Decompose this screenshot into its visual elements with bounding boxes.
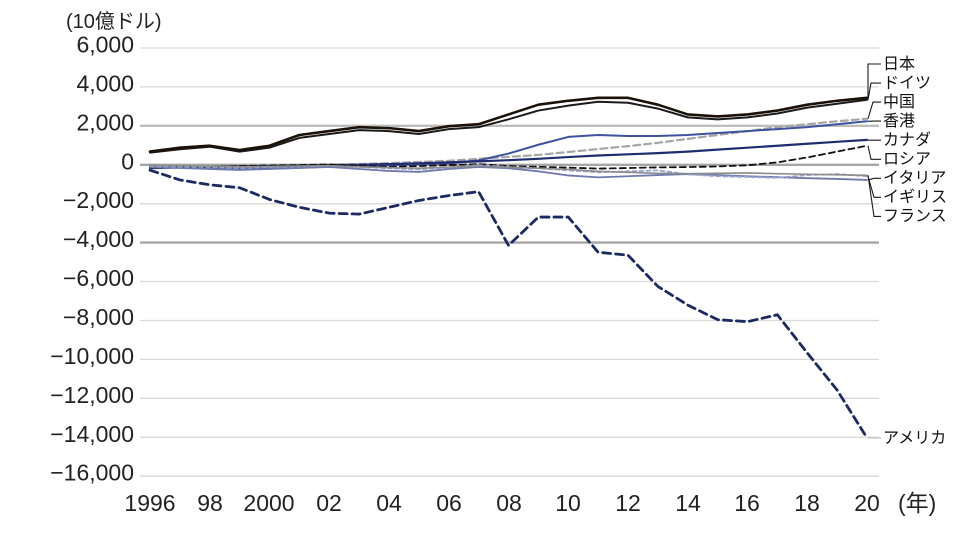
svg-text:−8,000: −8,000 [63,304,134,330]
svg-text:イタリア: イタリア [883,169,946,187]
svg-text:14: 14 [675,490,701,516]
svg-text:20: 20 [854,490,880,516]
svg-text:−12,000: −12,000 [50,382,134,408]
svg-text:2000: 2000 [243,490,294,516]
svg-text:香港: 香港 [883,112,915,130]
svg-text:18: 18 [794,490,820,516]
svg-text:0: 0 [121,148,134,174]
svg-text:ドイツ: ドイツ [883,75,931,92]
svg-text:フランス: フランス [883,208,947,225]
svg-text:16: 16 [734,490,760,516]
svg-text:−4,000: −4,000 [63,226,134,252]
svg-text:ロシア: ロシア [883,151,931,168]
svg-text:イギリス: イギリス [883,188,947,206]
svg-text:アメリカ: アメリカ [883,430,946,447]
svg-text:98: 98 [197,490,223,516]
svg-text:4,000: 4,000 [76,70,134,96]
svg-text:10: 10 [555,490,581,516]
svg-text:(10億ドル): (10億ドル) [66,10,162,33]
svg-text:日本: 日本 [883,55,915,73]
svg-text:カナダ: カナダ [883,131,931,149]
svg-text:04: 04 [376,490,402,516]
svg-text:1996: 1996 [124,490,175,516]
svg-text:(年): (年) [898,490,936,516]
svg-text:2,000: 2,000 [76,109,134,135]
svg-text:6,000: 6,000 [76,32,134,58]
svg-text:08: 08 [496,490,522,516]
svg-text:02: 02 [316,490,342,516]
svg-text:06: 06 [436,490,462,516]
svg-text:−16,000: −16,000 [50,460,134,486]
svg-text:12: 12 [615,490,641,516]
svg-text:−6,000: −6,000 [63,265,134,291]
svg-text:−10,000: −10,000 [50,343,134,369]
svg-text:−2,000: −2,000 [63,187,134,213]
svg-text:中国: 中国 [883,93,915,111]
svg-text:−14,000: −14,000 [50,421,134,447]
